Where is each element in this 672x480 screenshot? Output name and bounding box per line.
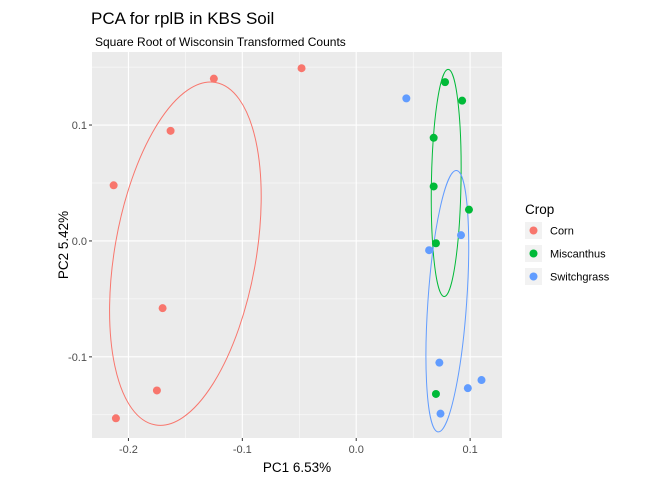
plot-panel <box>92 52 502 438</box>
point-miscanthus <box>431 389 440 398</box>
y-axis-ticks: -0.1 0.0 0.1 <box>68 120 92 364</box>
y-tick-label: 0.1 <box>72 120 87 132</box>
x-axis-ticks: -0.2 -0.1 0.0 0.1 <box>119 438 478 456</box>
chart-title: PCA for rplB in KBS Soil <box>91 9 274 28</box>
legend-label-corn: Corn <box>550 226 574 238</box>
y-tick-label: -0.1 <box>68 352 87 364</box>
y-axis-label: PC2 5.42% <box>56 211 71 279</box>
data-points <box>109 64 486 423</box>
point-switchgrass <box>425 246 434 255</box>
y-tick-label: 0.0 <box>72 236 87 248</box>
point-miscanthus <box>429 133 438 142</box>
legend-title: Crop <box>525 202 554 217</box>
point-corn <box>109 181 118 190</box>
point-switchgrass <box>463 384 472 393</box>
point-miscanthus <box>458 96 467 105</box>
legend-key-corn <box>529 226 538 235</box>
point-switchgrass <box>457 231 465 240</box>
point-corn <box>209 74 218 83</box>
legend-label-miscanthus: Miscanthus <box>550 249 606 261</box>
point-switchgrass <box>435 358 444 367</box>
point-corn <box>152 386 161 395</box>
legend-key-miscanthus <box>529 249 538 258</box>
point-corn <box>158 304 167 313</box>
ellipse-switchgrass <box>425 170 470 433</box>
grid-minor <box>92 52 502 438</box>
point-miscanthus <box>429 182 438 191</box>
point-miscanthus <box>464 205 473 214</box>
legend: Crop Corn Miscanthus Switchgrass <box>525 202 610 285</box>
point-corn <box>111 414 120 423</box>
confidence-ellipses <box>109 68 470 433</box>
point-switchgrass <box>477 376 486 385</box>
point-corn <box>166 126 175 135</box>
x-axis-label: PC1 6.53% <box>263 460 331 475</box>
x-tick-label: 0.0 <box>349 444 364 456</box>
legend-key-switchgrass <box>529 272 538 281</box>
point-miscanthus <box>441 78 450 87</box>
point-miscanthus <box>431 239 440 248</box>
point-switchgrass <box>402 94 411 103</box>
ellipse-miscanthus <box>430 68 462 298</box>
x-tick-label: -0.1 <box>233 444 252 456</box>
ellipse-corn <box>109 81 262 426</box>
legend-label-switchgrass: Switchgrass <box>550 272 610 284</box>
x-tick-label: 0.1 <box>462 444 477 456</box>
x-tick-label: -0.2 <box>119 444 138 456</box>
chart-subtitle: Square Root of Wisconsin Transformed Cou… <box>95 35 346 49</box>
point-corn <box>297 64 306 73</box>
point-switchgrass <box>436 409 445 418</box>
